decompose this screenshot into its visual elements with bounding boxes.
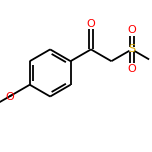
Text: O: O — [127, 64, 136, 74]
Text: O: O — [127, 24, 136, 35]
Text: O: O — [5, 92, 14, 102]
Text: S: S — [128, 44, 135, 54]
Text: O: O — [87, 19, 95, 29]
